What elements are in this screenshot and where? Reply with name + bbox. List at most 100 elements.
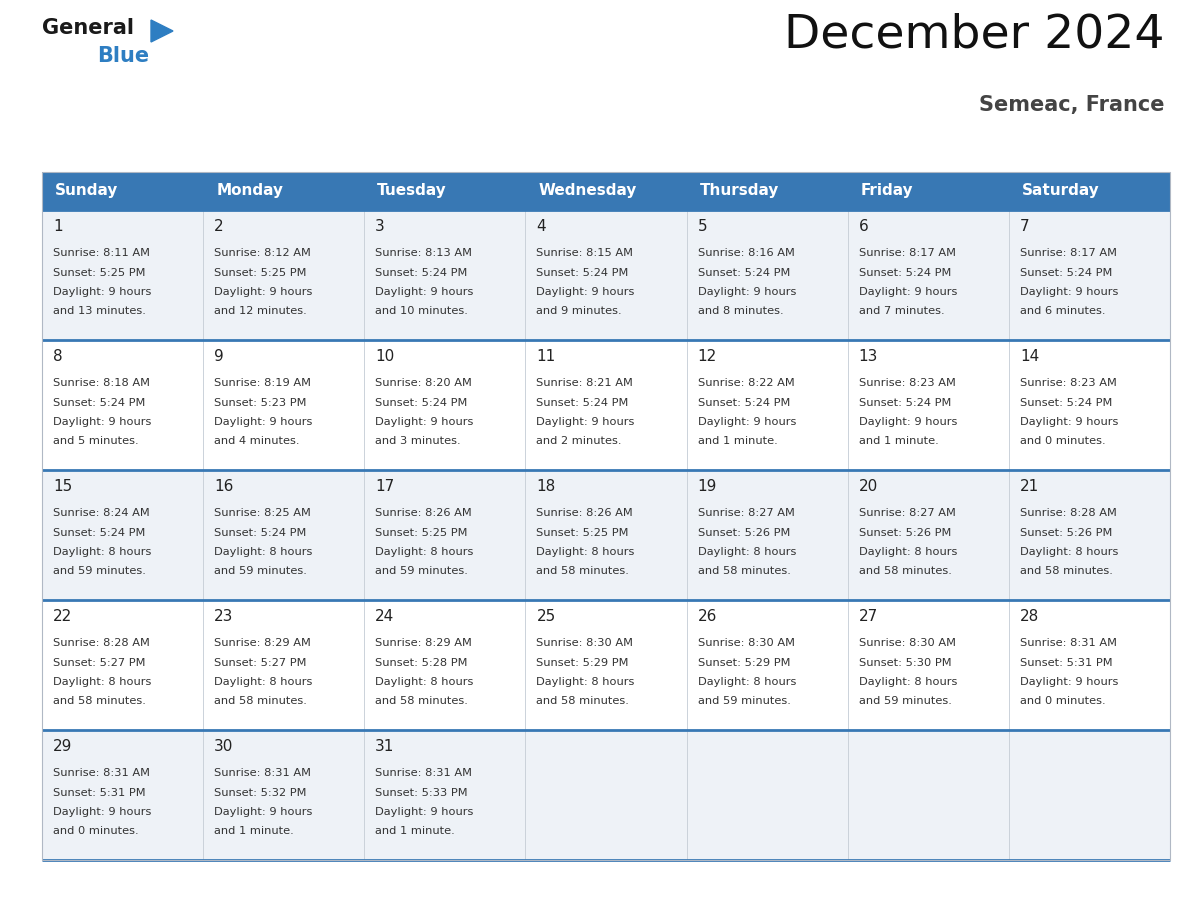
Text: and 58 minutes.: and 58 minutes. (859, 566, 952, 577)
Text: Daylight: 9 hours: Daylight: 9 hours (859, 417, 958, 427)
Text: and 13 minutes.: and 13 minutes. (53, 307, 146, 317)
Text: Wednesday: Wednesday (538, 184, 637, 198)
Text: 25: 25 (537, 609, 556, 624)
Text: and 58 minutes.: and 58 minutes. (697, 566, 790, 577)
Text: Sunrise: 8:27 AM: Sunrise: 8:27 AM (697, 508, 795, 518)
Text: 24: 24 (375, 609, 394, 624)
Text: Sunset: 5:24 PM: Sunset: 5:24 PM (1019, 397, 1112, 408)
Text: Sunset: 5:24 PM: Sunset: 5:24 PM (537, 267, 628, 277)
Text: Sunset: 5:26 PM: Sunset: 5:26 PM (1019, 528, 1112, 538)
Text: Sunrise: 8:13 AM: Sunrise: 8:13 AM (375, 248, 473, 258)
Text: and 0 minutes.: and 0 minutes. (53, 826, 139, 836)
Text: 12: 12 (697, 349, 716, 364)
Text: Sunday: Sunday (55, 184, 119, 198)
Text: Sunset: 5:29 PM: Sunset: 5:29 PM (537, 657, 628, 667)
Text: 18: 18 (537, 479, 556, 494)
Text: and 58 minutes.: and 58 minutes. (537, 697, 630, 707)
Text: Sunrise: 8:30 AM: Sunrise: 8:30 AM (537, 638, 633, 648)
Text: Daylight: 9 hours: Daylight: 9 hours (697, 417, 796, 427)
Text: Sunset: 5:31 PM: Sunset: 5:31 PM (53, 788, 146, 798)
Text: Sunset: 5:30 PM: Sunset: 5:30 PM (859, 657, 952, 667)
Bar (1009, 172, 1170, 210)
Text: Sunset: 5:28 PM: Sunset: 5:28 PM (375, 657, 468, 667)
Text: Sunset: 5:24 PM: Sunset: 5:24 PM (697, 267, 790, 277)
Text: Sunrise: 8:31 AM: Sunrise: 8:31 AM (1019, 638, 1117, 648)
Text: 10: 10 (375, 349, 394, 364)
Text: Sunrise: 8:17 AM: Sunrise: 8:17 AM (1019, 248, 1117, 258)
Text: and 59 minutes.: and 59 minutes. (697, 697, 790, 707)
Text: 17: 17 (375, 479, 394, 494)
Text: 28: 28 (1019, 609, 1040, 624)
Text: Daylight: 8 hours: Daylight: 8 hours (214, 547, 312, 557)
Text: Saturday: Saturday (1022, 184, 1100, 198)
Text: Daylight: 8 hours: Daylight: 8 hours (697, 547, 796, 557)
Bar (525, 172, 687, 210)
Text: Sunset: 5:24 PM: Sunset: 5:24 PM (859, 397, 952, 408)
Text: Sunrise: 8:26 AM: Sunrise: 8:26 AM (375, 508, 472, 518)
Text: Daylight: 9 hours: Daylight: 9 hours (537, 287, 634, 297)
Text: Daylight: 9 hours: Daylight: 9 hours (859, 287, 958, 297)
Text: 2: 2 (214, 219, 223, 234)
Text: Sunrise: 8:22 AM: Sunrise: 8:22 AM (697, 378, 795, 388)
Text: Sunset: 5:25 PM: Sunset: 5:25 PM (375, 528, 468, 538)
Bar (42, 172, 203, 210)
Text: Sunset: 5:24 PM: Sunset: 5:24 PM (53, 397, 145, 408)
Text: Sunrise: 8:24 AM: Sunrise: 8:24 AM (53, 508, 150, 518)
Text: Sunset: 5:24 PM: Sunset: 5:24 PM (375, 397, 468, 408)
Text: 6: 6 (859, 219, 868, 234)
Text: 5: 5 (697, 219, 707, 234)
Text: and 0 minutes.: and 0 minutes. (1019, 697, 1106, 707)
Text: and 58 minutes.: and 58 minutes. (53, 697, 146, 707)
Text: and 0 minutes.: and 0 minutes. (1019, 436, 1106, 446)
Text: and 7 minutes.: and 7 minutes. (859, 307, 944, 317)
Text: Sunrise: 8:27 AM: Sunrise: 8:27 AM (859, 508, 955, 518)
Text: 26: 26 (697, 609, 716, 624)
Text: Sunrise: 8:18 AM: Sunrise: 8:18 AM (53, 378, 150, 388)
Text: and 1 minute.: and 1 minute. (375, 826, 455, 836)
Text: 19: 19 (697, 479, 716, 494)
Text: Daylight: 8 hours: Daylight: 8 hours (859, 547, 958, 557)
Text: 27: 27 (859, 609, 878, 624)
Text: Daylight: 9 hours: Daylight: 9 hours (214, 807, 312, 817)
Bar (687, 172, 848, 210)
Bar (365, 172, 525, 210)
Text: Daylight: 9 hours: Daylight: 9 hours (537, 417, 634, 427)
Text: 13: 13 (859, 349, 878, 364)
Text: Daylight: 8 hours: Daylight: 8 hours (375, 547, 474, 557)
Text: 30: 30 (214, 739, 234, 754)
Text: Sunset: 5:24 PM: Sunset: 5:24 PM (859, 267, 952, 277)
Text: Sunset: 5:24 PM: Sunset: 5:24 PM (1019, 267, 1112, 277)
Text: Sunset: 5:24 PM: Sunset: 5:24 PM (537, 397, 628, 408)
Text: Sunset: 5:27 PM: Sunset: 5:27 PM (53, 657, 145, 667)
Text: 20: 20 (859, 479, 878, 494)
Text: Daylight: 8 hours: Daylight: 8 hours (53, 677, 151, 687)
Text: Daylight: 8 hours: Daylight: 8 hours (859, 677, 958, 687)
Text: 29: 29 (53, 739, 72, 754)
Text: and 1 minute.: and 1 minute. (697, 436, 777, 446)
Text: and 1 minute.: and 1 minute. (859, 436, 939, 446)
Text: Sunset: 5:26 PM: Sunset: 5:26 PM (859, 528, 952, 538)
Text: 7: 7 (1019, 219, 1030, 234)
Text: 1: 1 (53, 219, 63, 234)
Text: 15: 15 (53, 479, 72, 494)
Text: and 59 minutes.: and 59 minutes. (375, 566, 468, 577)
Text: 23: 23 (214, 609, 234, 624)
Text: Sunrise: 8:20 AM: Sunrise: 8:20 AM (375, 378, 472, 388)
Text: Daylight: 9 hours: Daylight: 9 hours (53, 287, 151, 297)
Text: 14: 14 (1019, 349, 1040, 364)
Text: Sunrise: 8:15 AM: Sunrise: 8:15 AM (537, 248, 633, 258)
Text: Sunrise: 8:21 AM: Sunrise: 8:21 AM (537, 378, 633, 388)
Text: Blue: Blue (97, 46, 150, 66)
Text: Sunrise: 8:30 AM: Sunrise: 8:30 AM (697, 638, 795, 648)
Text: Sunrise: 8:31 AM: Sunrise: 8:31 AM (375, 768, 473, 778)
Text: Daylight: 9 hours: Daylight: 9 hours (1019, 287, 1118, 297)
Text: Daylight: 9 hours: Daylight: 9 hours (1019, 417, 1118, 427)
Text: Sunrise: 8:29 AM: Sunrise: 8:29 AM (375, 638, 472, 648)
Text: Sunset: 5:27 PM: Sunset: 5:27 PM (214, 657, 307, 667)
Text: and 4 minutes.: and 4 minutes. (214, 436, 299, 446)
Text: 16: 16 (214, 479, 234, 494)
Text: Daylight: 9 hours: Daylight: 9 hours (375, 807, 474, 817)
Polygon shape (151, 20, 173, 42)
Text: and 1 minute.: and 1 minute. (214, 826, 293, 836)
Bar (42, 470, 1170, 600)
